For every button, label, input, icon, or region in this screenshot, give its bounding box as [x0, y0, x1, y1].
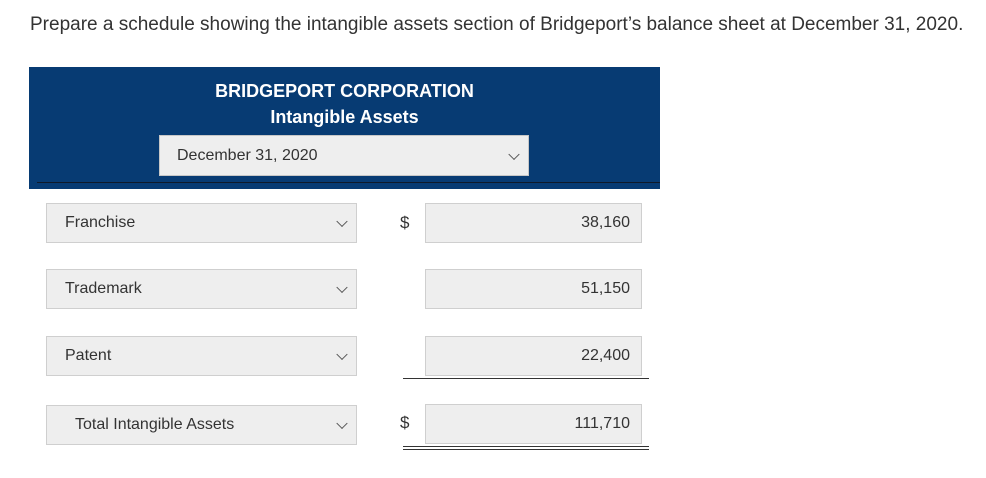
company-name: BRIDGEPORT CORPORATION	[215, 81, 474, 101]
account-label: Trademark	[65, 280, 142, 297]
date-dropdown-value: December 31, 2020	[177, 147, 318, 164]
chevron-down-icon	[508, 148, 520, 160]
subtotal-underline	[403, 378, 649, 379]
chevron-down-icon	[336, 417, 348, 430]
account-dropdown-total[interactable]: Total Intangible Assets	[46, 405, 357, 445]
statement-title: Intangible Assets	[270, 107, 419, 127]
account-label: Franchise	[65, 214, 136, 231]
amount-input-trademark[interactable]: 51,150	[425, 269, 642, 309]
account-dropdown-trademark[interactable]: Trademark	[46, 269, 357, 309]
chevron-down-icon	[336, 215, 348, 228]
header-divider	[37, 182, 660, 183]
account-label: Total Intangible Assets	[75, 416, 235, 433]
total-double-underline	[403, 446, 649, 450]
amount-input-patent[interactable]: 22,400	[425, 336, 642, 376]
account-dropdown-franchise[interactable]: Franchise	[46, 203, 357, 243]
statement-header: BRIDGEPORT CORPORATION Intangible Assets…	[29, 67, 660, 189]
chevron-down-icon	[336, 348, 348, 361]
currency-symbol: $	[400, 413, 410, 432]
chevron-down-icon	[336, 281, 348, 294]
instruction-text: Prepare a schedule showing the intangibl…	[30, 14, 964, 35]
currency-symbol: $	[400, 213, 410, 232]
amount-input-franchise[interactable]: 38,160	[425, 203, 642, 243]
account-label: Patent	[65, 347, 112, 364]
date-dropdown[interactable]: December 31, 2020	[159, 135, 529, 176]
amount-input-total[interactable]: 111,710	[425, 404, 642, 444]
account-dropdown-patent[interactable]: Patent	[46, 336, 357, 376]
